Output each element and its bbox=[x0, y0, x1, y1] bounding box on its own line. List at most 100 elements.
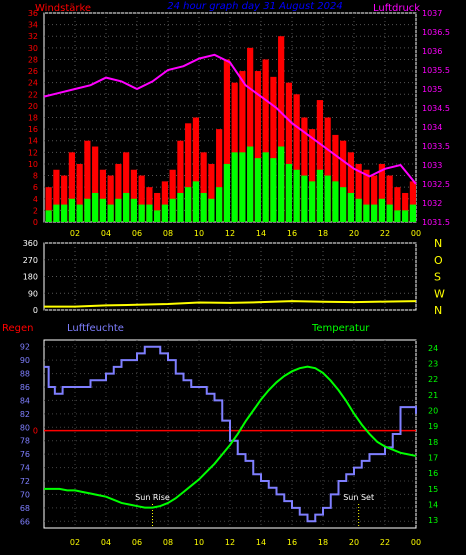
wind-bar bbox=[285, 163, 292, 222]
wind-bar bbox=[332, 181, 339, 222]
wind-bar bbox=[154, 210, 161, 222]
gust-bar bbox=[285, 82, 292, 223]
wind-bar bbox=[409, 204, 416, 222]
temperature-label: Temperatur bbox=[311, 323, 370, 334]
gust-bar bbox=[68, 152, 75, 222]
y-tick-label: 8 bbox=[33, 172, 38, 181]
gust-bar bbox=[45, 187, 52, 222]
wind-bar bbox=[239, 152, 246, 222]
gust-bar bbox=[378, 163, 385, 222]
wind-bar bbox=[270, 158, 277, 222]
y2-tick-label: 21 bbox=[428, 391, 438, 400]
y2-tick-label: 19 bbox=[428, 422, 438, 431]
x-tick-label: 04 bbox=[101, 229, 111, 238]
sunset-label: Sun Set bbox=[343, 493, 374, 502]
wind-bar bbox=[371, 204, 378, 222]
wind-bar bbox=[92, 192, 99, 222]
wind-bar bbox=[208, 198, 215, 222]
y-tick-label: 36 bbox=[28, 9, 38, 18]
humidity-label: Luftfeuchte bbox=[67, 323, 124, 334]
x-tick-label: 12 bbox=[225, 229, 235, 238]
gust-bar bbox=[161, 181, 168, 222]
gust-bar bbox=[394, 187, 401, 222]
wind-bar bbox=[347, 192, 354, 222]
gust-bar bbox=[316, 100, 323, 222]
gust-bar bbox=[99, 169, 106, 222]
y2-tick-label: 23 bbox=[428, 360, 438, 369]
gust-bar bbox=[169, 169, 176, 222]
y-tick-label: 74 bbox=[20, 464, 30, 473]
gust-bar bbox=[61, 175, 68, 222]
gust-bar bbox=[200, 152, 207, 222]
wind-bar bbox=[130, 198, 137, 222]
x-tick-label: 20 bbox=[349, 229, 359, 238]
wind-bar bbox=[61, 204, 68, 222]
x-tick-label: 16 bbox=[287, 229, 297, 238]
wind-bar bbox=[68, 198, 75, 222]
x-tick-label: 22 bbox=[380, 229, 390, 238]
gust-bar bbox=[363, 169, 370, 222]
gust-bar bbox=[115, 163, 122, 222]
gust-bar bbox=[208, 163, 215, 222]
pressure-label: Luftdruck bbox=[373, 3, 420, 14]
y-tick-label: 4 bbox=[33, 195, 38, 204]
compass-label: O bbox=[434, 254, 443, 267]
compass-label: N bbox=[434, 237, 442, 250]
x-tick-label: 08 bbox=[163, 229, 173, 238]
wind-bar bbox=[340, 187, 347, 222]
y-tick-label: 0 bbox=[33, 306, 38, 315]
gust-bar bbox=[301, 117, 308, 222]
y2-tick-label: 1032.5 bbox=[422, 180, 450, 189]
wind-bar bbox=[138, 204, 145, 222]
gust-bar bbox=[309, 129, 316, 222]
y-tick-label: 86 bbox=[20, 383, 30, 392]
y2-tick-label: 1034.5 bbox=[422, 104, 450, 113]
y-tick-label: 22 bbox=[28, 90, 38, 99]
wind-bar bbox=[293, 169, 300, 222]
gust-bar bbox=[324, 117, 331, 222]
gust-bar bbox=[76, 163, 83, 222]
y-tick-label: 12 bbox=[28, 148, 38, 157]
y-tick-label: 84 bbox=[20, 396, 30, 405]
wind-bar bbox=[200, 192, 207, 222]
y2-tick-label: 14 bbox=[428, 501, 438, 510]
y-tick-label: 70 bbox=[20, 490, 30, 499]
gust-bar bbox=[107, 175, 114, 222]
wind-bar bbox=[53, 204, 60, 222]
gust-bar bbox=[332, 134, 339, 222]
x-tick-label: 06 bbox=[132, 229, 142, 238]
wind-bar bbox=[192, 181, 199, 222]
y-tick-label: 32 bbox=[28, 32, 38, 41]
compass-label: W bbox=[434, 287, 445, 300]
gust-bar bbox=[409, 181, 416, 222]
wind-direction-line bbox=[44, 300, 417, 308]
y2-tick-label: 1032 bbox=[422, 199, 442, 208]
pressure-line bbox=[43, 53, 417, 185]
wind-bar bbox=[254, 158, 261, 222]
gust-bar bbox=[223, 59, 230, 222]
gust-bar bbox=[53, 169, 60, 222]
y-tick-label: 92 bbox=[20, 343, 30, 352]
y2-tick-label: 24 bbox=[428, 344, 438, 353]
y-tick-label: 6 bbox=[33, 183, 38, 192]
gust-bar bbox=[92, 146, 99, 222]
gust-bar bbox=[371, 175, 378, 222]
wind-bar bbox=[231, 152, 238, 222]
temperature-line bbox=[44, 365, 417, 509]
rain-tick-label: 0 bbox=[33, 427, 38, 436]
y2-tick-label: 1035.5 bbox=[422, 66, 450, 75]
gust-bar bbox=[247, 47, 254, 223]
wind-bar bbox=[278, 146, 285, 222]
y2-tick-label: 1035 bbox=[422, 85, 442, 94]
wind-bar bbox=[99, 198, 106, 222]
gust-bar bbox=[270, 76, 277, 222]
y2-tick-label: 16 bbox=[428, 469, 438, 478]
gust-bar bbox=[185, 123, 192, 222]
x-tick-label: 16 bbox=[287, 538, 297, 547]
y2-tick-label: 17 bbox=[428, 454, 438, 463]
y-tick-label: 180 bbox=[23, 273, 38, 282]
y-tick-label: 76 bbox=[20, 450, 30, 459]
sunrise-label: Sun Rise bbox=[135, 493, 170, 502]
y-tick-label: 10 bbox=[28, 160, 38, 169]
wind-bar bbox=[216, 187, 223, 222]
